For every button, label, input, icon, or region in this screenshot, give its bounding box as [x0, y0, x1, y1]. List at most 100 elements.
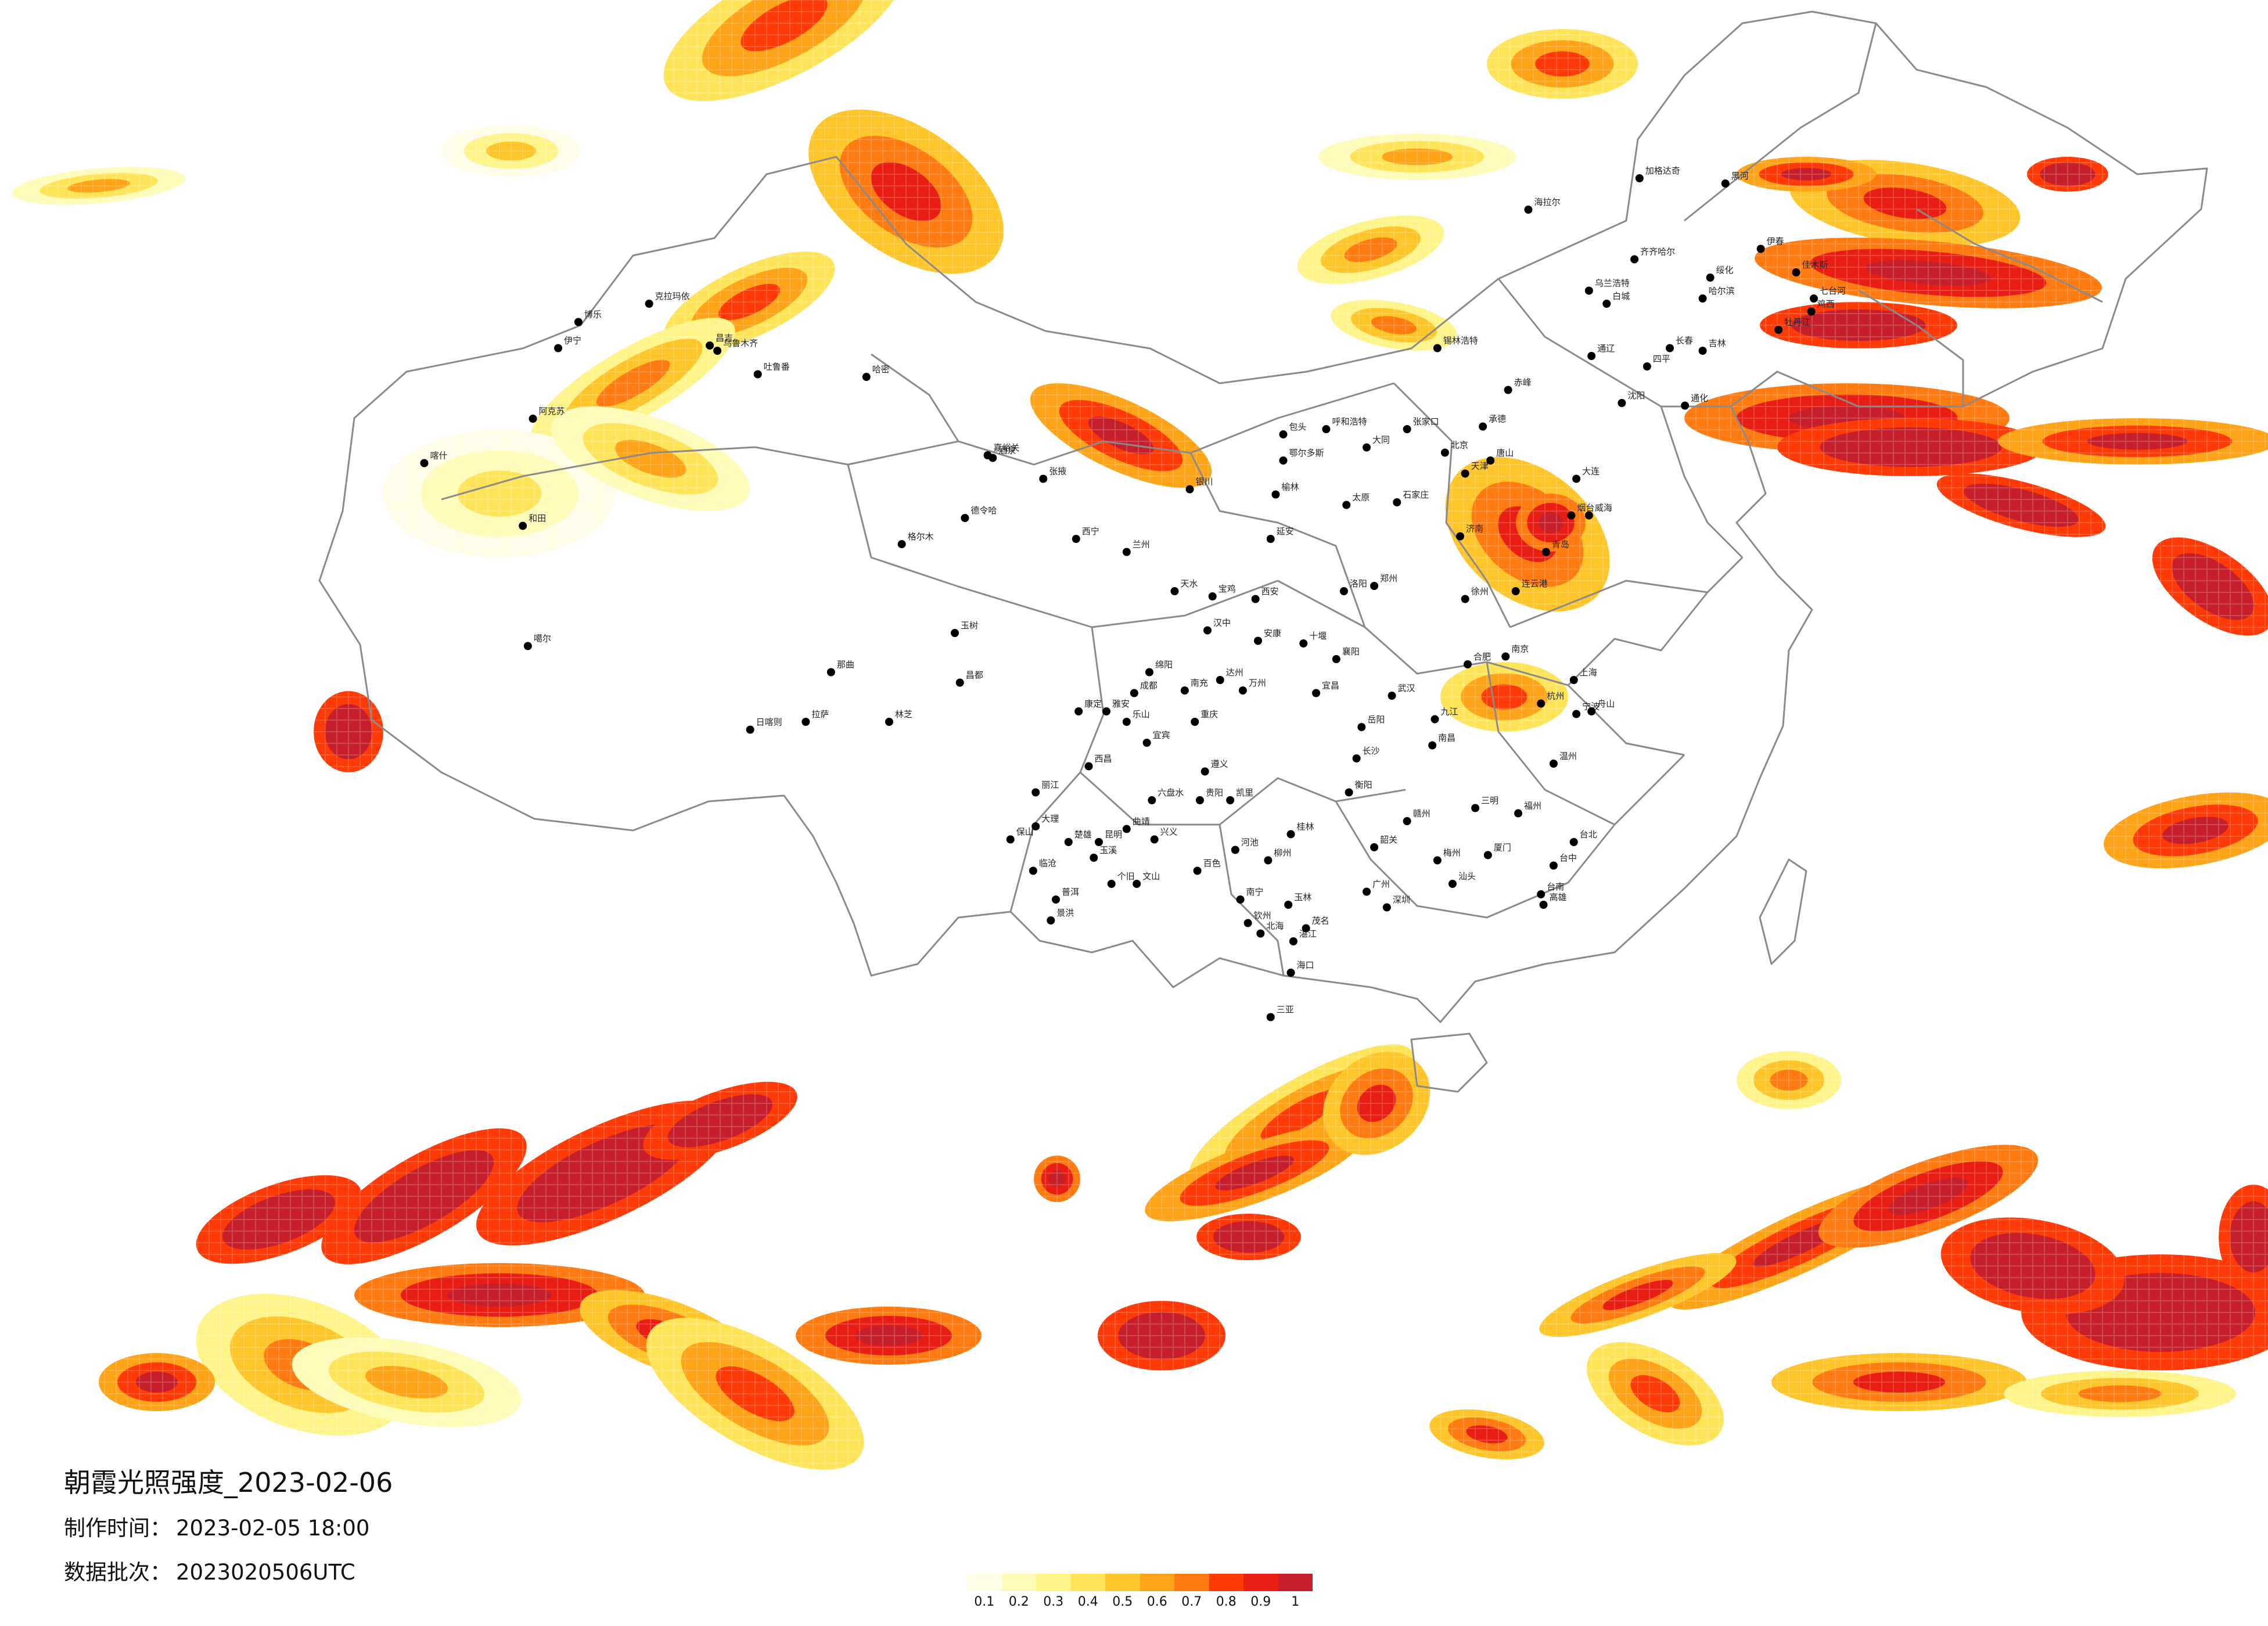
city-label: 长春 — [1676, 336, 1693, 346]
city-marker: 广州 — [1363, 879, 1390, 896]
city-marker: 天水 — [1170, 578, 1198, 595]
city-dot — [1537, 890, 1545, 898]
city-marker: 西安 — [1251, 587, 1279, 603]
city-marker: 喀什 — [420, 451, 448, 467]
city-label: 噶尔 — [534, 634, 551, 644]
city-marker: 乐山 — [1122, 709, 1150, 726]
city-marker: 烟台 — [1567, 503, 1594, 520]
city-dot — [1299, 639, 1308, 647]
city-marker: 沈阳 — [1618, 390, 1645, 407]
city-marker: 韶关 — [1370, 834, 1397, 851]
city-label: 德令哈 — [971, 505, 997, 516]
city-dot — [1403, 425, 1411, 433]
city-dot — [1382, 903, 1391, 912]
city-label: 延安 — [1277, 526, 1294, 537]
city-dot — [1681, 401, 1690, 410]
city-label: 普洱 — [1062, 887, 1079, 897]
city-marker: 大理 — [1031, 814, 1059, 830]
city-dot — [1271, 490, 1280, 499]
city-label: 唐山 — [1496, 448, 1514, 458]
city-label: 绵阳 — [1155, 660, 1173, 670]
city-dot — [1029, 866, 1037, 875]
city-label: 梅州 — [1443, 848, 1461, 858]
city-marker: 武汉 — [1388, 683, 1415, 700]
city-dot — [1180, 686, 1189, 695]
city-marker: 那曲 — [826, 660, 854, 677]
city-dot — [1541, 548, 1550, 556]
city-label: 林芝 — [895, 709, 912, 720]
city-dot — [1072, 535, 1080, 543]
city-marker: 哈密 — [862, 364, 890, 381]
city-marker: 曲靖 — [1122, 816, 1150, 833]
city-marker: 齐齐哈尔 — [1630, 247, 1675, 264]
city-marker: 和田 — [519, 513, 546, 530]
city-marker: 衡阳 — [1345, 780, 1372, 797]
city-label: 哈尔滨 — [1709, 286, 1735, 296]
city-marker: 成都 — [1130, 681, 1158, 697]
city-dot — [1428, 741, 1437, 750]
city-label: 赤峰 — [1514, 377, 1532, 388]
city-label: 银川 — [1196, 477, 1213, 487]
city-marker: 临沧 — [1029, 858, 1056, 875]
city-dot — [1074, 707, 1083, 715]
city-dot — [1332, 655, 1340, 663]
city-dot — [1479, 422, 1487, 431]
city-dot — [1403, 817, 1411, 825]
city-dot — [554, 344, 563, 352]
city-label: 日喀则 — [756, 717, 782, 728]
city-marker: 钦州 — [1243, 911, 1271, 927]
city-label: 博乐 — [584, 310, 602, 320]
city-label: 个旧 — [1117, 871, 1135, 882]
city-marker: 唐山 — [1486, 448, 1514, 465]
city-marker: 通辽 — [1587, 343, 1615, 360]
city-dot — [1511, 587, 1520, 595]
city-marker: 南宁 — [1236, 887, 1264, 904]
city-dot — [1236, 895, 1245, 904]
taiwan-outline — [1759, 858, 1807, 965]
city-label: 乐山 — [1133, 709, 1150, 720]
city-label: 西昌 — [1095, 754, 1112, 764]
city-marker: 日喀则 — [746, 717, 782, 734]
city-label: 丽江 — [1041, 780, 1059, 790]
legend-swatch — [967, 1574, 1002, 1591]
city-marker: 四平 — [1642, 354, 1670, 370]
city-marker: 绵阳 — [1145, 660, 1173, 677]
city-dot — [1393, 498, 1401, 506]
legend-color-bar — [967, 1574, 1313, 1591]
city-label: 成都 — [1140, 681, 1158, 691]
city-label: 拉萨 — [811, 709, 829, 720]
country-outline — [318, 10, 2208, 1023]
city-label: 榆林 — [1281, 482, 1299, 492]
city-label: 昌都 — [966, 670, 983, 681]
city-marker: 海拉尔 — [1524, 197, 1560, 214]
city-label: 连云港 — [1522, 578, 1548, 589]
city-marker: 通化 — [1681, 393, 1708, 410]
city-dot — [1569, 838, 1578, 846]
legend-tick-label: 0.1 — [974, 1595, 995, 1609]
city-label: 大连 — [1582, 466, 1600, 477]
city-label: 汉中 — [1213, 618, 1231, 628]
city-dot — [1524, 206, 1533, 214]
city-marker: 张掖 — [1039, 466, 1066, 483]
city-dot — [1339, 587, 1348, 595]
legend-swatch — [1209, 1574, 1243, 1591]
city-marker: 克拉玛依 — [645, 291, 690, 308]
city-marker: 杭州 — [1537, 691, 1564, 708]
city-label: 宜昌 — [1322, 681, 1339, 691]
city-dot — [1226, 796, 1235, 804]
city-dot — [1142, 739, 1151, 747]
city-dot — [989, 454, 997, 462]
city-label: 徐州 — [1471, 587, 1489, 597]
city-marker: 宁波 — [1572, 702, 1600, 718]
city-marker: 遵义 — [1201, 759, 1228, 776]
city-dot — [1279, 456, 1288, 465]
city-label: 南昌 — [1438, 733, 1455, 743]
city-marker: 银川 — [1185, 477, 1213, 494]
city-marker: 北海 — [1256, 921, 1284, 938]
city-marker: 德令哈 — [961, 505, 997, 522]
city-dot — [1587, 352, 1596, 360]
city-label: 四平 — [1653, 354, 1670, 364]
city-marker: 延安 — [1266, 526, 1294, 543]
city-marker: 万州 — [1238, 678, 1266, 695]
city-marker: 酒泉 — [989, 445, 1016, 462]
